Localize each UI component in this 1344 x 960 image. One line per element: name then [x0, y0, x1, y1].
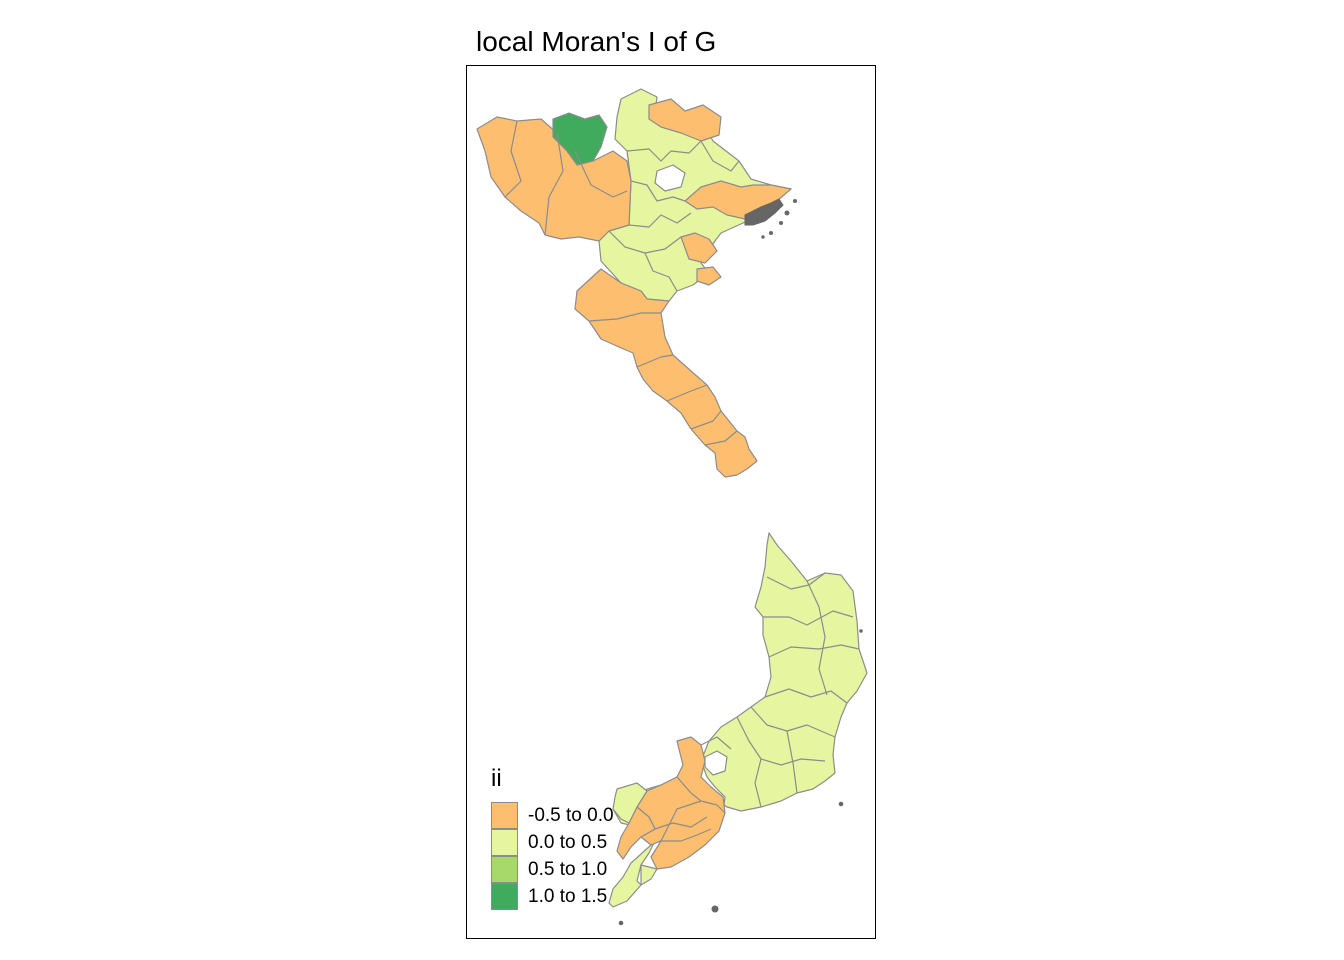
region-hole-south: [704, 750, 728, 776]
region-northwest: [476, 116, 632, 242]
region-northeast-border: [648, 98, 722, 142]
legend-title: ii: [491, 765, 502, 792]
region-delta-small-1: [680, 232, 718, 264]
region-north-central-coast: [574, 268, 758, 478]
legend-item: -0.5 to 0.0: [491, 802, 614, 829]
legend-swatch: [491, 802, 518, 829]
legend-label: -0.5 to 0.0: [528, 804, 614, 826]
region-mekong-south: [640, 864, 658, 886]
legend-item: 0.5 to 1.0: [491, 856, 614, 883]
region-high-cluster: [552, 112, 608, 166]
island-7: [711, 905, 719, 913]
legend-swatch: [491, 856, 518, 883]
island-1: [784, 210, 790, 216]
region-mekong-cluster: [616, 806, 656, 860]
choropleth-map: [476, 88, 868, 926]
region-hole: [654, 164, 686, 192]
island-cluster-north: [744, 198, 784, 226]
region-delta-small-2: [696, 266, 722, 286]
island-8: [618, 920, 624, 926]
island-3: [769, 231, 773, 235]
legend-label: 0.0 to 0.5: [528, 831, 608, 853]
island-6: [838, 801, 844, 807]
legend-swatch: [491, 883, 518, 910]
region-mekong-west: [612, 782, 648, 824]
legend-swatch: [491, 829, 518, 856]
island-2: [779, 221, 783, 225]
map-title: local Moran's I of G: [476, 26, 717, 57]
legend-item: 0.0 to 0.5: [491, 829, 614, 856]
map-frame: [466, 65, 876, 939]
legend-item: 1.0 to 1.5: [491, 883, 614, 910]
legend-label: 0.5 to 1.0: [528, 858, 608, 880]
island-9: [859, 629, 863, 633]
island-4: [761, 235, 765, 239]
legend-label: 1.0 to 1.5: [528, 885, 608, 907]
legend: ii -0.5 to 0.0 0.0 to 0.5 0.5 to 1.0 1.0…: [491, 766, 614, 910]
island-5: [793, 199, 797, 203]
